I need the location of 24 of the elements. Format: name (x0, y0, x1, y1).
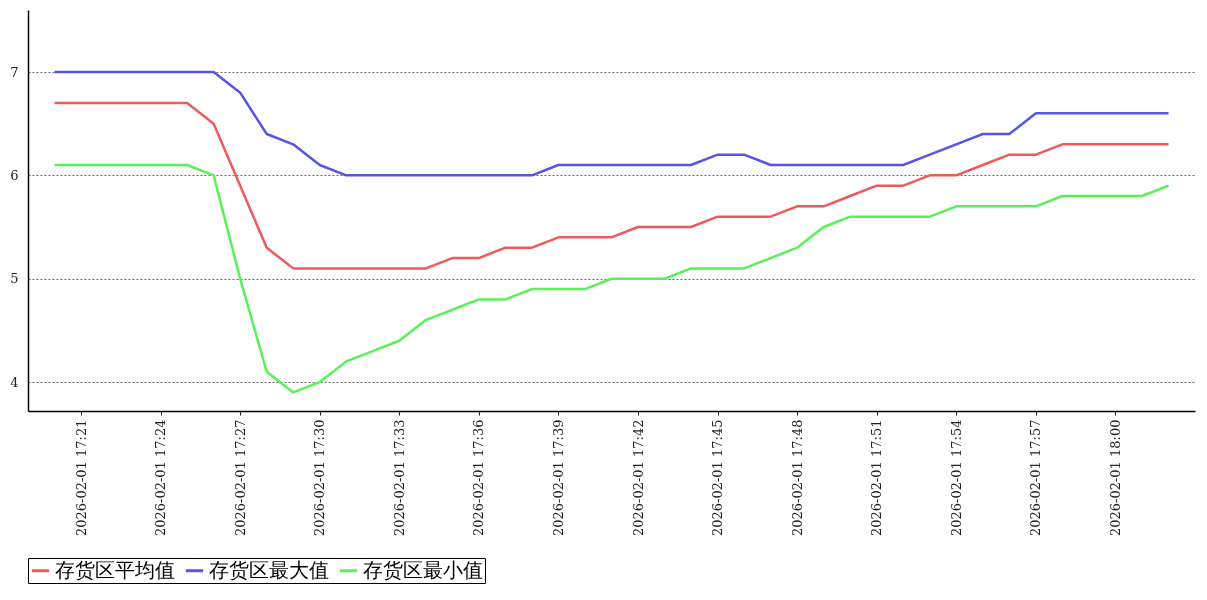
x-tick-label: 2026-02-01 17:39 (550, 419, 566, 537)
line-series (53, 163, 1170, 394)
y-tick-label: 7 (10, 64, 19, 80)
x-tick-label: 2026-02-01 17:36 (471, 419, 487, 537)
x-tick-label: 2026-02-01 17:54 (948, 419, 964, 537)
line-series (53, 101, 1170, 270)
legend-label: 存货区最小值 (363, 557, 483, 582)
x-tick-label: 2026-02-01 17:57 (1028, 419, 1044, 537)
legend-label: 存货区平均值 (55, 557, 175, 582)
y-tick-label: 6 (10, 167, 19, 183)
x-tick-label: 2026-02-01 17:33 (391, 419, 407, 537)
x-tick-label: 2026-02-01 17:48 (789, 419, 805, 537)
x-tick-label: 2026-02-01 17:21 (73, 419, 89, 537)
line-series (53, 70, 1170, 177)
y-tick-label: 5 (10, 271, 19, 287)
x-tick-label: 2026-02-01 17:24 (153, 419, 169, 537)
legend-label: 存货区最大值 (209, 557, 329, 582)
x-tick-label: 2026-02-01 18:00 (1107, 419, 1123, 537)
x-tick-label: 2026-02-01 17:42 (630, 419, 646, 537)
x-tick-label: 2026-02-01 17:30 (312, 419, 328, 537)
y-tick-label: 4 (10, 374, 19, 390)
x-tick-label: 2026-02-01 17:51 (869, 419, 885, 537)
x-tick-label: 2026-02-01 17:45 (710, 419, 726, 537)
x-tick-label: 2026-02-01 17:27 (232, 419, 248, 537)
